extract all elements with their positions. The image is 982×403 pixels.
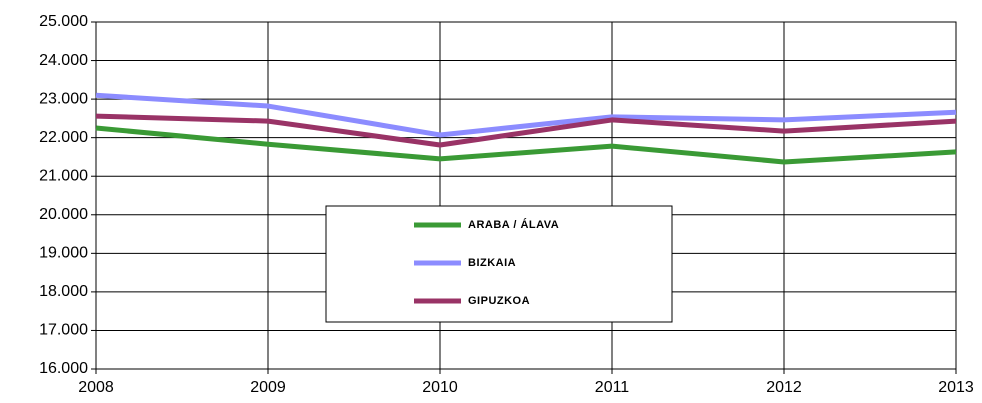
y-tick-label: 17.000: [39, 322, 88, 339]
y-tick-label: 23.000: [39, 90, 88, 107]
y-tick-label: 16.000: [39, 360, 88, 377]
x-tick-label: 2011: [595, 379, 630, 396]
x-tick-label: 2013: [938, 379, 974, 396]
legend-label: ARABA / ÁLAVA: [468, 218, 559, 231]
x-tick-label: 2010: [422, 379, 458, 396]
plot-border: [95, 21, 957, 370]
series-line: [95, 113, 957, 148]
series-line: [95, 125, 957, 165]
y-tick-label: 21.000: [39, 167, 88, 184]
y-tick-label: 22.000: [39, 129, 88, 146]
x-tick-label: 2012: [766, 379, 802, 396]
y-tick-label: 25.000: [39, 13, 88, 30]
y-tick-label: 24.000: [39, 52, 88, 69]
x-tick-label: 2008: [78, 379, 114, 396]
y-tick-label: 18.000: [39, 283, 88, 300]
legend-label: BIZKAIA: [468, 257, 516, 269]
legend-label: GIPUZKOA: [468, 295, 530, 307]
series-line: [95, 92, 957, 138]
x-tick-label: 2009: [250, 379, 286, 396]
y-tick-label: 19.000: [39, 245, 88, 262]
legend-box: [325, 205, 673, 323]
y-tick-label: 20.000: [39, 206, 88, 223]
